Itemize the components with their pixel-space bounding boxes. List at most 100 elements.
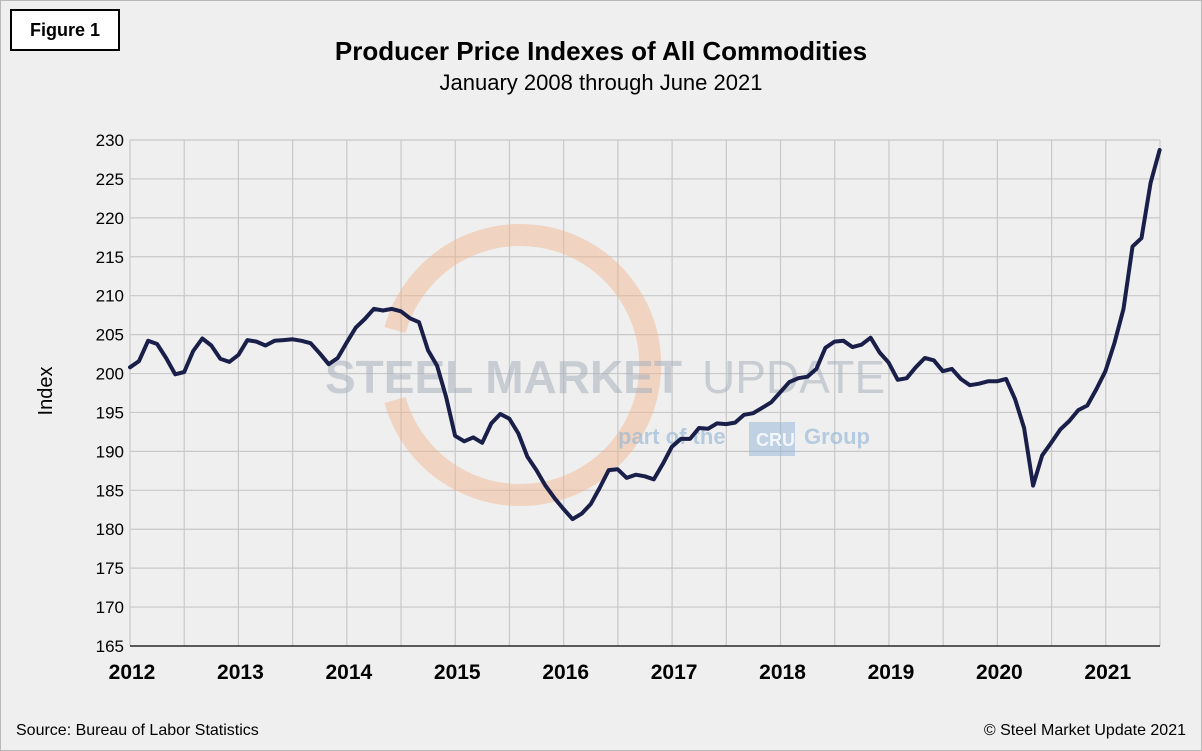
data-point: [706, 427, 710, 431]
cru-logo-icon: [749, 422, 795, 456]
data-point: [580, 512, 584, 516]
data-point: [173, 372, 177, 376]
data-point: [589, 502, 593, 506]
x-tick-label: 2014: [325, 661, 372, 684]
data-point: [1085, 403, 1089, 408]
data-point: [652, 477, 656, 481]
y-tick-label: 225: [96, 170, 124, 189]
data-point: [164, 356, 168, 360]
y-tick-label: 215: [96, 248, 124, 267]
y-axis-ticks: 165 170 175 180 185 190 195 200 205 210 215 220 225 2…: [96, 131, 124, 656]
data-point: [688, 437, 692, 441]
data-point: [453, 434, 457, 438]
y-tick-label: 205: [96, 326, 124, 345]
data-point: [832, 340, 837, 344]
y-tick-label: 185: [96, 481, 124, 500]
data-point: [372, 307, 376, 311]
data-point: [263, 343, 268, 348]
data-point: [408, 316, 412, 320]
data-point: [796, 376, 800, 380]
y-tick-label: 180: [96, 520, 124, 539]
data-point: [236, 353, 240, 357]
data-point: [1158, 148, 1162, 152]
data-point: [1049, 441, 1053, 445]
data-point: [435, 364, 439, 368]
y-tick-label: 210: [96, 287, 124, 306]
x-tick-label: 2015: [434, 661, 481, 684]
data-point: [850, 345, 855, 349]
data-point: [552, 496, 557, 500]
x-tick-label: 2021: [1084, 661, 1131, 684]
data-point: [534, 468, 539, 472]
data-point: [300, 339, 304, 343]
data-point: [778, 390, 782, 394]
data-point: [715, 421, 719, 425]
data-point: [1022, 426, 1026, 430]
data-point: [1013, 397, 1017, 401]
data-point: [1149, 181, 1153, 185]
data-point: [200, 336, 204, 341]
data-point: [869, 336, 873, 340]
data-point: [878, 350, 882, 355]
data-point: [1076, 408, 1080, 412]
data-point: [607, 468, 611, 472]
data-point: [363, 317, 367, 321]
x-tick-label: 2016: [542, 661, 589, 684]
copyright-note: © Steel Market Update 2021: [983, 722, 1186, 739]
watermark: STEEL MARKET UPDATE part of the CRU Grou…: [325, 224, 885, 506]
data-point: [968, 383, 972, 387]
data-point: [227, 360, 231, 364]
data-point: [1040, 453, 1044, 457]
y-tick-label: 195: [96, 403, 124, 422]
series-points: [128, 148, 1162, 521]
data-point: [670, 445, 674, 449]
x-tick-label: 2017: [651, 661, 698, 684]
data-point: [769, 400, 773, 404]
data-point: [950, 367, 954, 371]
data-point: [914, 365, 918, 369]
data-point: [814, 367, 819, 371]
x-tick-label: 2019: [868, 661, 915, 684]
data-point: [318, 351, 322, 355]
data-point: [1130, 245, 1135, 249]
data-point: [191, 349, 195, 353]
data-point: [417, 320, 421, 324]
data-point: [1094, 387, 1098, 391]
data-point: [155, 342, 159, 346]
data-point: [751, 411, 755, 415]
figure-label: Figure 1: [10, 9, 120, 51]
data-point: [516, 431, 521, 436]
data-point: [760, 406, 764, 410]
data-point: [823, 346, 828, 350]
data-point: [805, 375, 810, 379]
data-point: [742, 413, 746, 417]
data-point: [480, 441, 484, 445]
data-point: [1103, 369, 1107, 373]
data-point: [245, 338, 249, 342]
data-point: [489, 421, 493, 425]
data-point: [932, 358, 936, 362]
data-point: [272, 339, 277, 343]
data-point: [995, 379, 999, 383]
data-point: [733, 421, 737, 425]
data-point: [598, 486, 602, 490]
data-point: [561, 507, 566, 511]
x-tick-label: 2012: [109, 661, 156, 684]
data-point: [182, 370, 186, 374]
data-point: [498, 412, 502, 416]
data-point: [570, 517, 575, 521]
data-point: [209, 343, 213, 348]
data-point: [625, 476, 629, 480]
grid: [129, 139, 1161, 646]
data-point: [254, 340, 258, 344]
data-point: [390, 307, 394, 311]
y-tick-label: 170: [96, 598, 124, 617]
data-point: [146, 339, 150, 343]
data-point: [616, 467, 620, 471]
y-tick-label: 190: [96, 442, 124, 461]
data-point: [291, 337, 295, 341]
y-tick-label: 200: [96, 365, 124, 384]
data-point: [905, 376, 909, 380]
data-point: [128, 365, 132, 369]
